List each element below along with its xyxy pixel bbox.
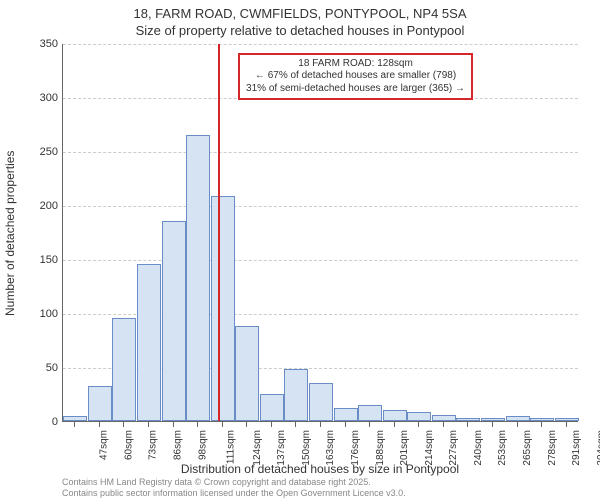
histogram-bar (407, 412, 431, 421)
x-tick-label: 176sqm (350, 430, 361, 466)
x-tick-mark (443, 422, 444, 427)
gridline (63, 206, 578, 207)
x-tick-label: 253sqm (498, 430, 509, 466)
histogram-bar (211, 196, 235, 421)
x-tick-label: 47sqm (99, 430, 110, 460)
x-tick-label: 73sqm (148, 430, 159, 460)
x-tick-label: 150sqm (301, 430, 312, 466)
x-tick-mark (467, 422, 468, 427)
plot-area: 18 FARM ROAD: 128sqm← 67% of detached ho… (62, 44, 578, 422)
y-tick-label: 50 (2, 362, 58, 374)
x-tick-label: 240sqm (473, 430, 484, 466)
x-tick-mark (99, 422, 100, 427)
x-tick-label: 124sqm (252, 430, 263, 466)
footer-line-1: Contains HM Land Registry data © Crown c… (62, 477, 406, 487)
y-tick-label: 0 (2, 416, 58, 428)
footer-block: Contains HM Land Registry data © Crown c… (62, 477, 406, 498)
x-tick-mark (320, 422, 321, 427)
x-tick-label: 111sqm (226, 430, 237, 464)
x-tick-label: 137sqm (276, 430, 287, 466)
x-tick-mark (541, 422, 542, 427)
histogram-bar (456, 418, 480, 421)
annotation-box: 18 FARM ROAD: 128sqm← 67% of detached ho… (238, 53, 473, 101)
histogram-bar (137, 264, 161, 421)
histogram-bar (334, 408, 358, 421)
y-tick-label: 150 (2, 254, 58, 266)
x-tick-mark (418, 422, 419, 427)
x-tick-mark (369, 422, 370, 427)
histogram-bar (358, 405, 382, 421)
y-tick-label: 100 (2, 308, 58, 320)
footer-line-2: Contains public sector information licen… (62, 488, 406, 498)
x-tick-label: 278sqm (547, 430, 558, 466)
x-tick-label: 98sqm (197, 430, 208, 460)
histogram-bar (309, 383, 333, 421)
x-tick-label: 214sqm (424, 430, 435, 466)
histogram-bar (63, 416, 87, 421)
annotation-line: 31% of semi-detached houses are larger (… (246, 83, 465, 96)
title-line-1: 18, FARM ROAD, CWMFIELDS, PONTYPOOL, NP4… (0, 6, 600, 21)
x-tick-label: 291sqm (571, 430, 582, 466)
chart-root: 18, FARM ROAD, CWMFIELDS, PONTYPOOL, NP4… (0, 0, 600, 500)
x-tick-mark (74, 422, 75, 427)
x-tick-mark (246, 422, 247, 427)
x-tick-label: 265sqm (522, 430, 533, 466)
plot-inner: 18 FARM ROAD: 128sqm← 67% of detached ho… (63, 44, 578, 421)
x-tick-mark (492, 422, 493, 427)
x-tick-mark (517, 422, 518, 427)
x-tick-label: 304sqm (596, 430, 600, 466)
x-axis-ticks: 47sqm60sqm73sqm86sqm98sqm111sqm124sqm137… (62, 422, 578, 462)
x-tick-mark (295, 422, 296, 427)
histogram-bar (432, 415, 456, 421)
x-tick-label: 201sqm (399, 430, 410, 466)
x-tick-mark (173, 422, 174, 427)
histogram-bar (284, 369, 308, 421)
histogram-bar (112, 318, 136, 421)
y-tick-label: 250 (2, 146, 58, 158)
x-tick-label: 163sqm (326, 430, 337, 466)
annotation-line: ← 67% of detached houses are smaller (79… (246, 70, 465, 83)
reference-line (218, 44, 220, 421)
y-tick-label: 350 (2, 38, 58, 50)
x-tick-mark (123, 422, 124, 427)
x-tick-mark (566, 422, 567, 427)
x-tick-mark (271, 422, 272, 427)
title-line-2: Size of property relative to detached ho… (0, 23, 600, 38)
histogram-bar (383, 410, 407, 421)
gridline (63, 152, 578, 153)
histogram-bar (260, 394, 284, 421)
y-tick-label: 300 (2, 92, 58, 104)
histogram-bar (235, 326, 259, 421)
x-tick-mark (394, 422, 395, 427)
gridline (63, 260, 578, 261)
y-axis-ticks: 050100150200250300350 (0, 44, 58, 422)
x-axis-label: Distribution of detached houses by size … (62, 462, 578, 476)
x-tick-label: 188sqm (375, 430, 386, 466)
x-tick-mark (197, 422, 198, 427)
x-tick-label: 60sqm (123, 430, 134, 460)
x-tick-label: 227sqm (448, 430, 459, 466)
histogram-bar (162, 221, 186, 421)
x-tick-mark (148, 422, 149, 427)
x-tick-label: 86sqm (173, 430, 184, 460)
histogram-bar (555, 418, 579, 421)
x-tick-mark (222, 422, 223, 427)
gridline (63, 44, 578, 45)
histogram-bar (530, 418, 554, 421)
y-tick-label: 200 (2, 200, 58, 212)
x-tick-mark (345, 422, 346, 427)
histogram-bar (88, 386, 112, 421)
title-block: 18, FARM ROAD, CWMFIELDS, PONTYPOOL, NP4… (0, 6, 600, 38)
histogram-bar (186, 135, 210, 421)
annotation-line: 18 FARM ROAD: 128sqm (246, 58, 465, 71)
histogram-bar (481, 418, 505, 421)
histogram-bar (506, 416, 530, 421)
